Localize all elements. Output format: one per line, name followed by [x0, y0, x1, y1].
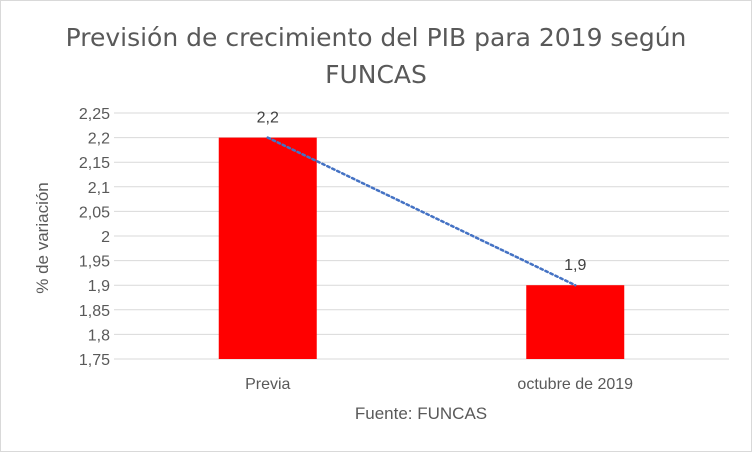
y-tick-label: 2,1 [88, 180, 110, 197]
trendline-segment [266, 136, 577, 287]
y-tick-label: 2,2 [88, 131, 110, 148]
y-tick-label: 1,85 [79, 303, 110, 320]
y-tick-labels: 2,25 2,2 2,15 2,1 2,05 2 1,95 1,9 1,85 1,8 1,75 [79, 106, 110, 369]
y-tick-label: 2 [101, 229, 110, 246]
y-tick-label: 2,15 [79, 155, 110, 172]
x-tick-label: octubre de 2019 [517, 376, 633, 393]
y-tick-label: 1,75 [79, 352, 110, 369]
y-tick-label: 2,05 [79, 204, 110, 221]
chart-title: Previsión de crecimiento del PIB para 20… [1, 19, 751, 93]
data-label: 1,9 [564, 257, 586, 274]
y-axis-title: % de variación [33, 182, 52, 294]
y-tick-label: 1,95 [79, 254, 110, 271]
y-tick-label: 1,9 [88, 278, 110, 295]
data-labels: 2,2 1,9 [257, 110, 587, 275]
x-axis-title: Fuente: FUNCAS [355, 404, 487, 423]
chart-title-line-2: FUNCAS [325, 60, 427, 89]
y-tick-label: 1,8 [88, 327, 110, 344]
data-label: 2,2 [257, 110, 279, 127]
y-tick-label: 2,25 [79, 106, 110, 123]
chart-title-line-1: Previsión de crecimiento del PIB para 20… [65, 23, 687, 52]
trendline [266, 136, 577, 287]
bar [218, 137, 317, 359]
bars [218, 137, 625, 359]
gridlines [114, 112, 729, 360]
bar [526, 285, 625, 359]
category-labels: Previa octubre de 2019 [245, 376, 633, 393]
x-tick-label: Previa [245, 376, 290, 393]
